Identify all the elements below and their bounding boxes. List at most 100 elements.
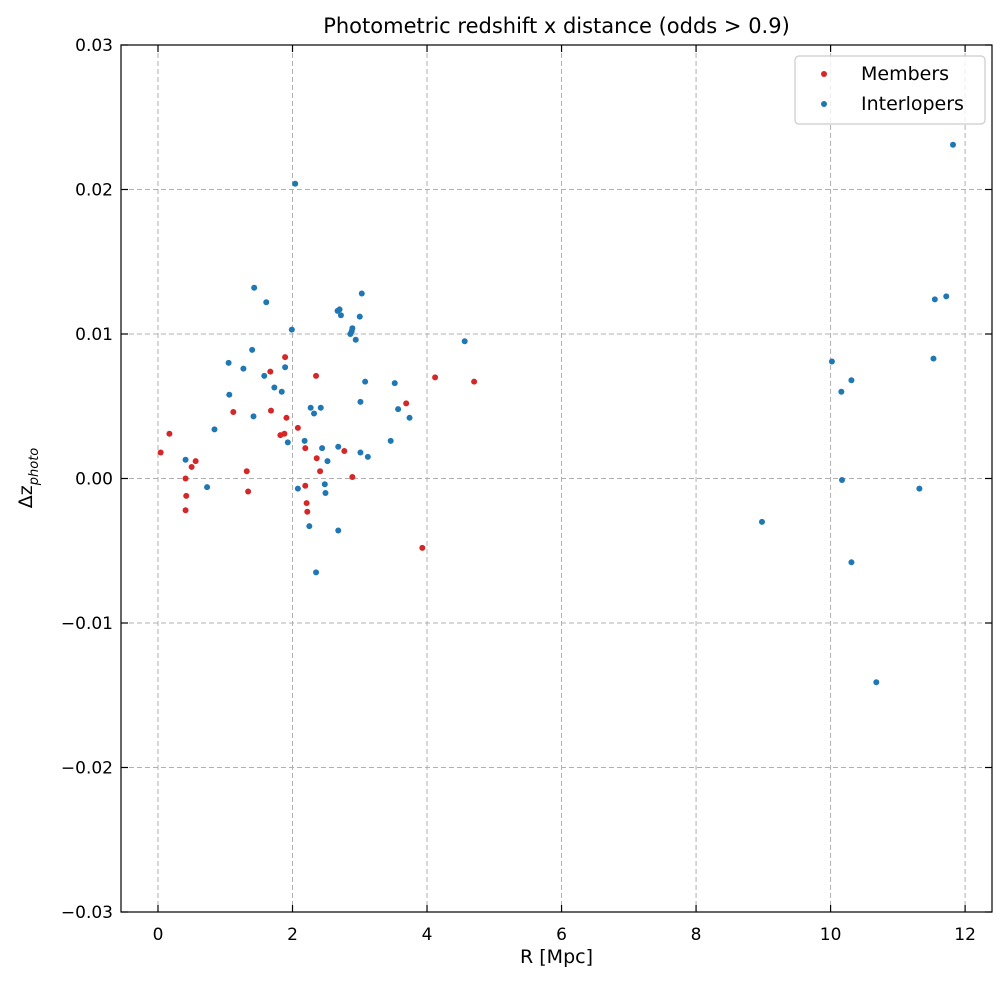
point-interlopers — [249, 346, 256, 353]
point-interlopers — [251, 284, 258, 291]
point-members — [304, 508, 311, 515]
point-interlopers — [873, 679, 880, 686]
point-members — [313, 455, 320, 462]
y-tick-label: −0.02 — [61, 759, 113, 779]
point-interlopers — [387, 437, 394, 444]
point-interlopers — [335, 527, 342, 534]
point-members — [303, 500, 310, 507]
point-interlopers — [324, 458, 331, 465]
point-interlopers — [225, 359, 232, 366]
point-interlopers — [204, 484, 211, 491]
point-members — [230, 409, 237, 416]
point-interlopers — [357, 449, 364, 456]
point-interlopers — [294, 485, 301, 492]
point-members — [267, 368, 274, 375]
point-members — [183, 492, 190, 499]
chart-title: Photometric redshift x distance (odds > … — [323, 14, 790, 38]
y-axis-label-subscript: photo — [27, 448, 42, 487]
point-interlopers — [278, 388, 285, 395]
point-interlopers — [352, 336, 359, 343]
point-interlopers — [406, 414, 413, 421]
point-members — [281, 430, 288, 437]
point-interlopers — [848, 559, 855, 566]
x-axis-label: R [Mpc] — [520, 946, 593, 968]
legend-box — [794, 55, 986, 125]
y-axis-label: Δzphoto — [15, 448, 42, 509]
legend-label-members: Members — [861, 63, 949, 85]
point-interlopers — [949, 141, 956, 148]
point-interlopers — [839, 476, 846, 483]
point-interlopers — [306, 523, 313, 530]
point-interlopers — [271, 384, 278, 391]
point-interlopers — [211, 426, 218, 433]
y-tick-label: −0.03 — [61, 903, 113, 923]
point-interlopers — [916, 485, 923, 492]
point-interlopers — [301, 437, 308, 444]
point-members — [432, 374, 439, 381]
point-interlopers — [182, 456, 189, 463]
point-interlopers — [263, 299, 270, 306]
point-interlopers — [322, 489, 329, 496]
point-interlopers — [311, 410, 318, 417]
point-interlopers — [250, 413, 257, 420]
point-interlopers — [307, 404, 314, 411]
point-members — [471, 378, 478, 385]
point-interlopers — [317, 404, 324, 411]
point-interlopers — [758, 518, 765, 525]
point-members — [245, 488, 252, 495]
point-interlopers — [319, 445, 326, 452]
point-interlopers — [313, 569, 320, 576]
point-interlopers — [288, 326, 295, 333]
point-members — [317, 468, 324, 475]
point-members — [182, 475, 189, 482]
x-tick-label: 12 — [954, 925, 976, 945]
y-tick-label: 0.02 — [75, 181, 113, 201]
point-interlopers — [362, 378, 369, 385]
point-members — [182, 507, 189, 514]
point-interlopers — [284, 439, 291, 446]
point-members — [192, 458, 199, 465]
point-members — [313, 372, 320, 379]
point-interlopers — [240, 365, 247, 372]
point-interlopers — [321, 481, 328, 488]
point-members — [349, 474, 356, 481]
legend: Members Interlopers — [794, 55, 986, 125]
point-members — [166, 430, 173, 437]
point-interlopers — [828, 358, 835, 365]
point-interlopers — [931, 296, 938, 303]
point-members — [302, 482, 309, 489]
point-interlopers — [930, 355, 937, 362]
grid — [121, 45, 992, 912]
x-tick-label: 6 — [556, 925, 567, 945]
point-interlopers — [282, 364, 289, 371]
point-members — [294, 424, 301, 431]
axis-ticks: 0 2 4 6 8 10 12 −0.03 −0.02 −0.01 0.00 0.01 0.02 0.03 — [61, 36, 992, 945]
point-members — [188, 463, 195, 470]
point-members — [419, 544, 426, 551]
point-interlopers — [848, 377, 855, 384]
x-tick-label: 8 — [691, 925, 702, 945]
point-members — [157, 449, 164, 456]
point-interlopers — [356, 313, 363, 320]
point-interlopers — [261, 372, 268, 379]
y-axis-label-main: Δz — [15, 485, 37, 508]
y-tick-label: 0.01 — [75, 325, 113, 345]
point-interlopers — [943, 293, 950, 300]
point-interlopers — [838, 388, 845, 395]
legend-label-interlopers: Interlopers — [861, 93, 964, 115]
point-interlopers — [226, 391, 233, 398]
point-interlopers — [335, 443, 342, 450]
point-members — [283, 414, 290, 421]
point-interlopers — [349, 325, 356, 332]
x-tick-label: 4 — [422, 925, 433, 945]
point-interlopers — [364, 453, 371, 460]
point-members — [302, 445, 309, 452]
data-points — [157, 141, 956, 686]
x-tick-label: 0 — [153, 925, 164, 945]
point-interlopers — [391, 380, 398, 387]
x-tick-label: 2 — [287, 925, 298, 945]
point-interlopers — [337, 312, 344, 319]
